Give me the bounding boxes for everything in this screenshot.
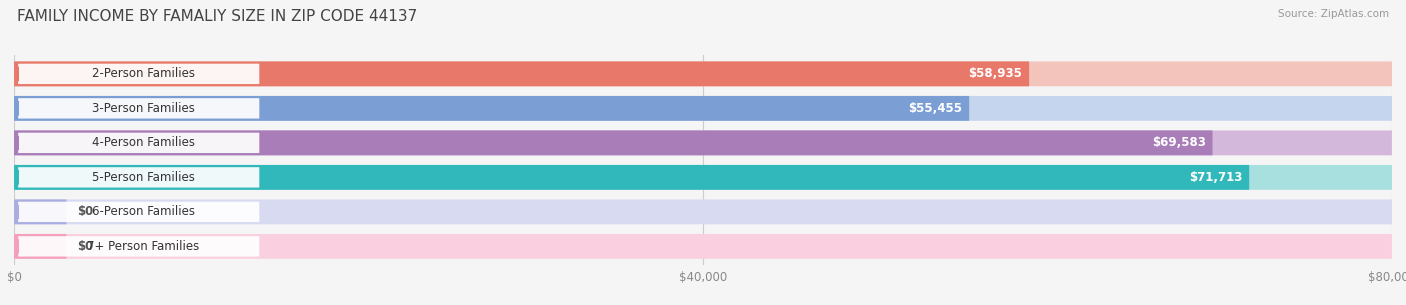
FancyBboxPatch shape <box>18 202 259 222</box>
Text: 3-Person Families: 3-Person Families <box>93 102 195 115</box>
FancyBboxPatch shape <box>14 199 1392 224</box>
FancyBboxPatch shape <box>14 234 66 259</box>
FancyBboxPatch shape <box>18 133 259 153</box>
Text: 5-Person Families: 5-Person Families <box>93 171 195 184</box>
Text: 6-Person Families: 6-Person Families <box>91 205 195 218</box>
FancyBboxPatch shape <box>14 131 1392 155</box>
FancyBboxPatch shape <box>14 199 66 224</box>
FancyBboxPatch shape <box>18 64 259 84</box>
Text: $0: $0 <box>77 240 94 253</box>
Text: Source: ZipAtlas.com: Source: ZipAtlas.com <box>1278 9 1389 19</box>
Text: 7+ Person Families: 7+ Person Families <box>87 240 200 253</box>
Text: 4-Person Families: 4-Person Families <box>91 136 195 149</box>
Text: FAMILY INCOME BY FAMALIY SIZE IN ZIP CODE 44137: FAMILY INCOME BY FAMALIY SIZE IN ZIP COD… <box>17 9 418 24</box>
Text: $58,935: $58,935 <box>969 67 1022 81</box>
Text: $55,455: $55,455 <box>908 102 962 115</box>
Text: $0: $0 <box>77 205 94 218</box>
FancyBboxPatch shape <box>18 236 259 257</box>
FancyBboxPatch shape <box>14 61 1029 86</box>
FancyBboxPatch shape <box>14 165 1249 190</box>
FancyBboxPatch shape <box>14 61 1392 86</box>
FancyBboxPatch shape <box>18 167 259 188</box>
Text: $69,583: $69,583 <box>1152 136 1205 149</box>
FancyBboxPatch shape <box>14 131 1212 155</box>
FancyBboxPatch shape <box>14 96 969 121</box>
Text: 2-Person Families: 2-Person Families <box>91 67 195 81</box>
FancyBboxPatch shape <box>14 96 1392 121</box>
FancyBboxPatch shape <box>18 98 259 119</box>
FancyBboxPatch shape <box>14 165 1392 190</box>
FancyBboxPatch shape <box>14 234 1392 259</box>
Text: $71,713: $71,713 <box>1189 171 1243 184</box>
